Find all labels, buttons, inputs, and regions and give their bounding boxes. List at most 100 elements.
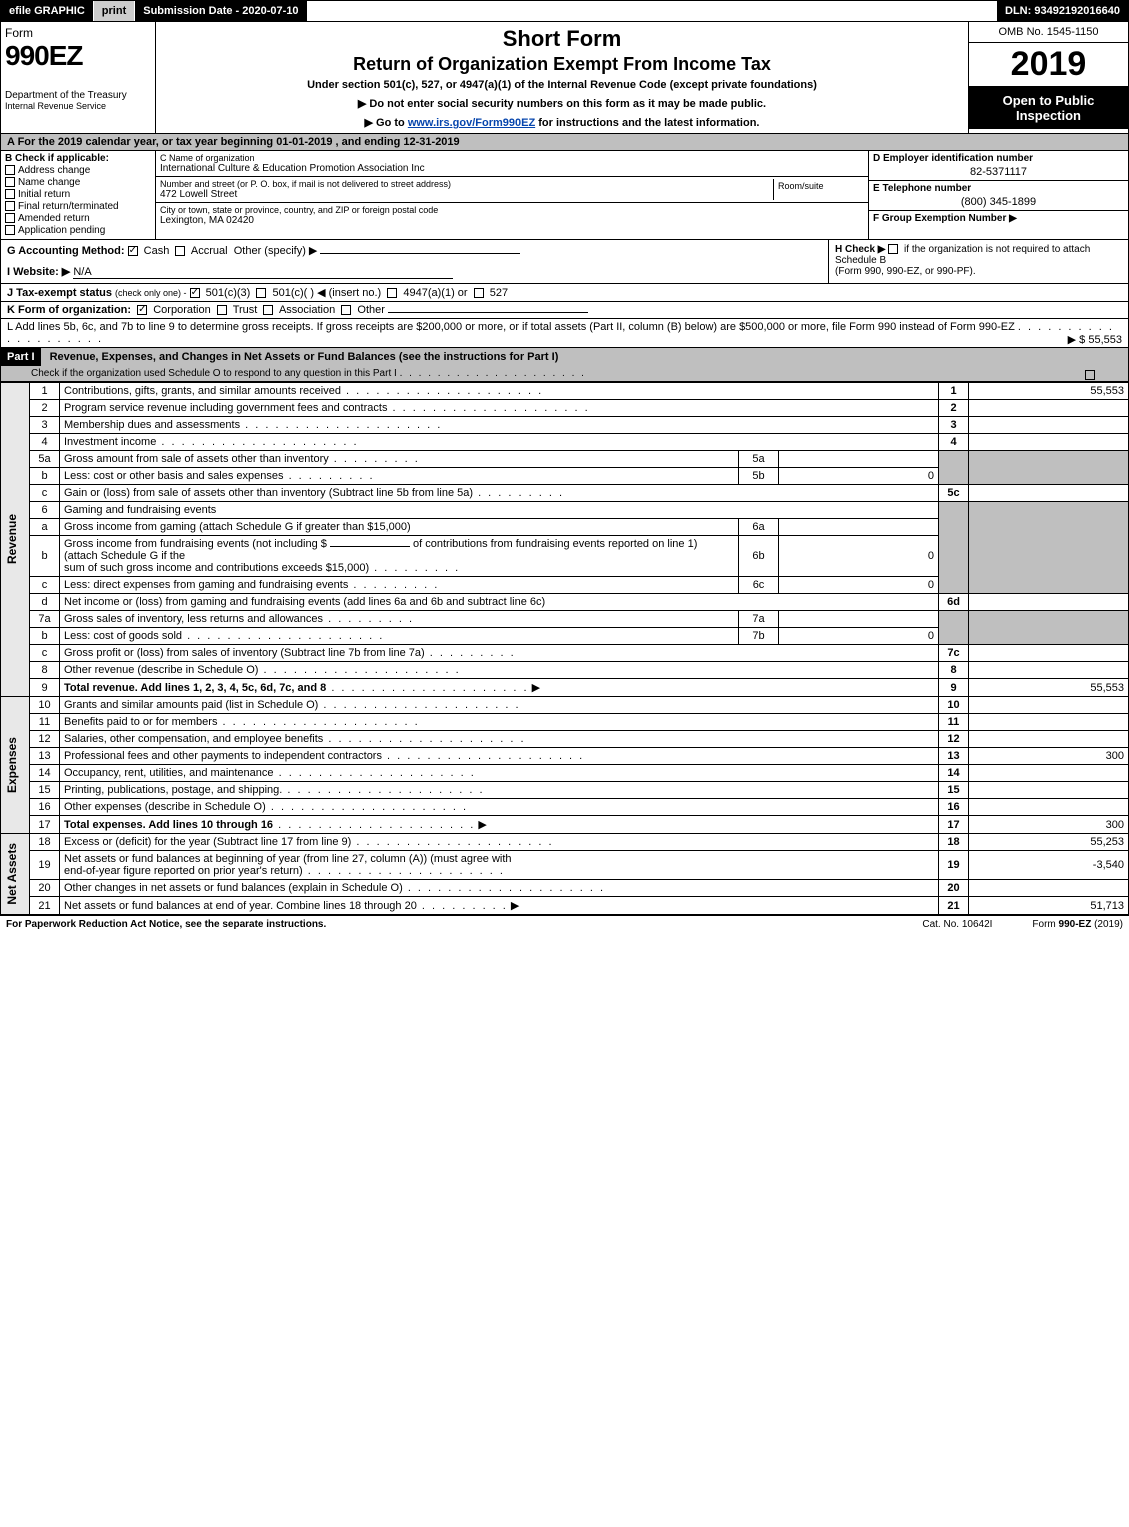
l7ab-shade-amt — [969, 611, 1129, 645]
l12-no: 12 — [30, 731, 60, 748]
l21-ln: 21 — [939, 897, 969, 915]
l16-no: 16 — [30, 799, 60, 816]
note2-pre: ▶ Go to — [365, 117, 408, 129]
l19-desc: Net assets or fund balances at beginning… — [64, 853, 512, 865]
l6b-sub: 6b — [739, 536, 779, 577]
chk-501c[interactable] — [256, 288, 266, 298]
box-f: F Group Exemption Number ▶ — [869, 211, 1128, 226]
l13-no: 13 — [30, 748, 60, 765]
row-i: I Website: ▶ N/A — [7, 265, 822, 279]
l6b-no: b — [30, 536, 60, 577]
line-5c: c Gain or (loss) from sale of assets oth… — [1, 485, 1129, 502]
row-k: K Form of organization: Corporation Trus… — [0, 302, 1129, 319]
period-pre: A For the 2019 calendar year, or tax yea… — [7, 136, 276, 148]
l17-amt: 300 — [969, 816, 1129, 834]
addr-change-label: Address change — [18, 165, 90, 176]
l8-ln: 8 — [939, 662, 969, 679]
l1-desc: Contributions, gifts, grants, and simila… — [64, 385, 341, 397]
l12-desc: Salaries, other compensation, and employ… — [64, 733, 323, 745]
form-header: Form 990EZ Department of the Treasury In… — [0, 22, 1129, 134]
f-label: F Group Exemption Number ▶ — [873, 213, 1017, 224]
l10-ln: 10 — [939, 697, 969, 714]
city-label: City or town, state or province, country… — [160, 205, 864, 215]
l6b-blank[interactable] — [330, 546, 410, 547]
l19-desc2: end-of-year figure reported on prior yea… — [64, 865, 303, 877]
d-label: D Employer identification number — [873, 153, 1124, 164]
chk-schedule-o[interactable] — [1085, 370, 1095, 380]
l13-amt: 300 — [969, 748, 1129, 765]
efile-button[interactable]: efile GRAPHIC — [1, 1, 94, 21]
l15-no: 15 — [30, 782, 60, 799]
k-assoc: Association — [279, 304, 335, 316]
h-label: H Check ▶ — [835, 244, 885, 255]
part-1-table: Revenue 1 Contributions, gifts, grants, … — [0, 382, 1129, 915]
l6-no: 6 — [30, 502, 60, 519]
chk-name-change[interactable]: Name change — [5, 177, 151, 188]
l6c-sv: 0 — [779, 577, 939, 594]
department-label: Department of the Treasury — [5, 90, 151, 101]
open-to-public: Open to Public Inspection — [969, 87, 1128, 129]
line-7c: c Gross profit or (loss) from sales of i… — [1, 645, 1129, 662]
l20-desc: Other changes in net assets or fund bala… — [64, 882, 403, 894]
l17-ln: 17 — [939, 816, 969, 834]
l5b-sv: 0 — [779, 468, 939, 485]
l2-no: 2 — [30, 400, 60, 417]
chk-501c3[interactable] — [190, 288, 200, 298]
tax-year-period: A For the 2019 calendar year, or tax yea… — [0, 134, 1129, 151]
amended-label: Amended return — [18, 213, 90, 224]
subtitle: Under section 501(c), 527, or 4947(a)(1)… — [162, 79, 962, 91]
chk-accrual[interactable] — [175, 246, 185, 256]
k-label: K Form of organization: — [7, 304, 131, 316]
l5ab-shade — [939, 451, 969, 485]
l11-ln: 11 — [939, 714, 969, 731]
chk-h[interactable] — [888, 244, 898, 254]
l8-no: 8 — [30, 662, 60, 679]
j-527: 527 — [490, 287, 508, 299]
line-7a: 7a Gross sales of inventory, less return… — [1, 611, 1129, 628]
box-c: C Name of organization International Cul… — [156, 151, 868, 239]
chk-address-change[interactable]: Address change — [5, 165, 151, 176]
line-18: Net Assets 18 Excess or (deficit) for th… — [1, 834, 1129, 851]
chk-corp[interactable] — [137, 305, 147, 315]
line-2: 2 Program service revenue including gove… — [1, 400, 1129, 417]
l17-no: 17 — [30, 816, 60, 834]
name-change-label: Name change — [18, 177, 80, 188]
irs-link[interactable]: www.irs.gov/Form990EZ — [408, 117, 535, 129]
box-b: B Check if applicable: Address change Na… — [1, 151, 156, 239]
chk-other[interactable] — [341, 305, 351, 315]
footer-form-post: (2019) — [1091, 919, 1123, 930]
l14-ln: 14 — [939, 765, 969, 782]
k-other: Other — [357, 304, 385, 316]
chk-pending[interactable]: Application pending — [5, 225, 151, 236]
chk-trust[interactable] — [217, 305, 227, 315]
line-12: 12 Salaries, other compensation, and emp… — [1, 731, 1129, 748]
chk-cash[interactable] — [128, 246, 138, 256]
l6a-sv — [779, 519, 939, 536]
l19-no: 19 — [30, 851, 60, 880]
chk-4947[interactable] — [387, 288, 397, 298]
l6c-desc: Less: direct expenses from gaming and fu… — [64, 579, 348, 591]
l18-ln: 18 — [939, 834, 969, 851]
row-l: L Add lines 5b, 6c, and 7b to line 9 to … — [0, 319, 1129, 348]
k-other-input[interactable] — [388, 312, 588, 313]
dln: DLN: 93492192016640 — [997, 1, 1128, 21]
print-button[interactable]: print — [94, 1, 135, 21]
chk-initial-return[interactable]: Initial return — [5, 189, 151, 200]
line-1: Revenue 1 Contributions, gifts, grants, … — [1, 383, 1129, 400]
chk-final-return[interactable]: Final return/terminated — [5, 201, 151, 212]
l7b-sv: 0 — [779, 628, 939, 645]
c-org: C Name of organization International Cul… — [156, 151, 868, 177]
chk-527[interactable] — [474, 288, 484, 298]
city-value: Lexington, MA 02420 — [160, 215, 864, 226]
l6-shade-amt — [969, 502, 1129, 594]
chk-assoc[interactable] — [263, 305, 273, 315]
l10-desc: Grants and similar amounts paid (list in… — [64, 699, 318, 711]
l7a-no: 7a — [30, 611, 60, 628]
line-15: 15 Printing, publications, postage, and … — [1, 782, 1129, 799]
l16-desc: Other expenses (describe in Schedule O) — [64, 801, 266, 813]
l20-amt — [969, 880, 1129, 897]
l7a-desc: Gross sales of inventory, less returns a… — [64, 613, 323, 625]
g-other-input[interactable] — [320, 253, 520, 254]
chk-amended[interactable]: Amended return — [5, 213, 151, 224]
l6a-sub: 6a — [739, 519, 779, 536]
